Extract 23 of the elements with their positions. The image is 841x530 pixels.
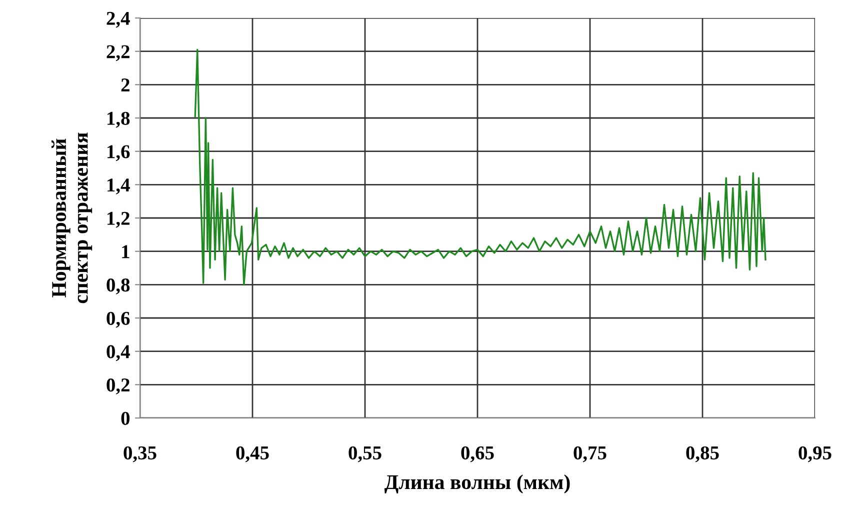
y-tick-label: 1,8 [108, 112, 130, 128]
x-tick-label: 0,75 [574, 446, 606, 462]
y-tick-label: 2,2 [106, 45, 130, 62]
x-tick-label: 0,85 [686, 446, 719, 462]
y-tick-label: 0,2 [106, 378, 130, 394]
y-tick-label: 1 [122, 245, 130, 258]
x-tick-label: 0,35 [124, 446, 156, 462]
x-tick-label: 0,55 [348, 446, 382, 462]
y-tick-label: 0 [121, 412, 130, 425]
y-tick-label: 2 [121, 78, 130, 92]
line-series [194, 48, 766, 286]
y-axis-title: Нормированный спектр отражения [52, 132, 92, 304]
y-tick-label: 2,4 [106, 12, 130, 28]
y-tick-label: 0,8 [106, 278, 130, 294]
y-tick-label: 1,4 [108, 178, 130, 194]
y-tick-label: 1,6 [108, 145, 130, 162]
y-tick-label: 0,4 [106, 345, 130, 362]
y-tick-label: 1,2 [108, 212, 130, 228]
x-tick-label: 0,95 [798, 446, 832, 462]
x-axis-title: Длина волны (мкм) [384, 474, 570, 494]
x-tick-label: 0,65 [461, 446, 494, 462]
x-tick-label: 0,45 [236, 446, 269, 462]
y-tick-label: 0,6 [106, 312, 130, 328]
